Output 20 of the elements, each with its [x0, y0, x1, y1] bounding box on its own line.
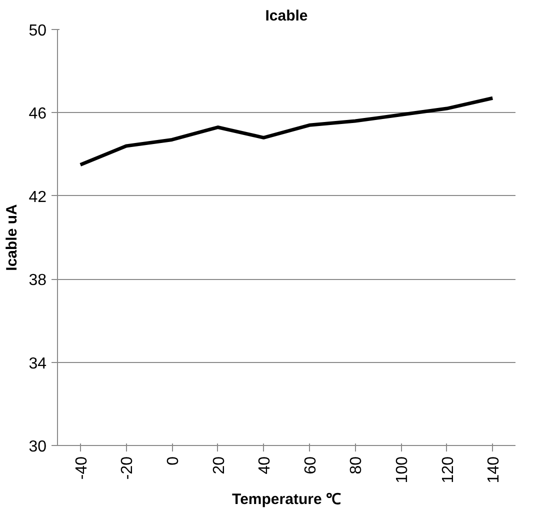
- x-tick-label: 60: [302, 456, 320, 474]
- chart-title: Icable: [265, 8, 308, 24]
- y-tick-label: 34: [28, 355, 47, 372]
- y-tick-label: 46: [28, 106, 47, 123]
- y-axis-title: Icable uA: [4, 204, 21, 271]
- x-axis-title: Temperature ℃: [232, 491, 341, 508]
- x-tick-label: 0: [165, 456, 182, 466]
- x-tick-label: 120: [440, 456, 457, 484]
- x-tick-label: -40: [73, 456, 90, 480]
- y-tick-label: 42: [28, 188, 47, 206]
- x-tick-label: -20: [119, 456, 136, 480]
- x-tick-label: 40: [256, 456, 274, 474]
- x-tick-label: 100: [394, 456, 411, 484]
- x-tick-label: 80: [348, 456, 366, 474]
- x-tick-label: 140: [486, 456, 503, 484]
- y-tick-label: 38: [28, 272, 47, 290]
- x-tick-label: 20: [210, 456, 228, 474]
- line-series: [78, 96, 494, 166]
- y-tick-label: 50: [28, 22, 47, 40]
- y-tick-label: 30: [28, 438, 47, 456]
